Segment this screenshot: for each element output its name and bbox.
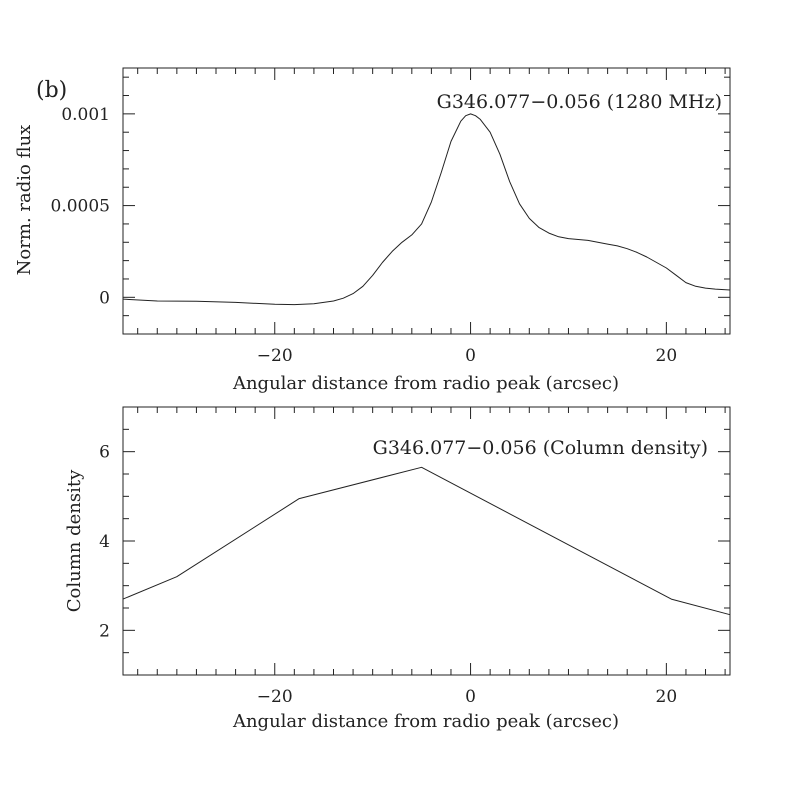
column-density-y-tick-label: 2 bbox=[99, 621, 110, 641]
column-density-y-tick-label: 6 bbox=[99, 443, 110, 463]
column-density-y-tick-labels: 2 4 6 bbox=[99, 443, 110, 642]
flux-y-tick-label: 0 bbox=[99, 288, 110, 308]
column-density-ticks bbox=[123, 406, 730, 676]
flux-ticks bbox=[123, 68, 730, 335]
flux-panel: −20 0 20 0 0.0005 0.001 G346.077−0.056 (… bbox=[14, 67, 731, 394]
column-density-title: G346.077−0.056 (Column density) bbox=[373, 437, 708, 459]
column-density-panel: −20 0 20 2 4 6 G346.077−0.056 (Column de… bbox=[64, 406, 731, 732]
flux-x-axis-label: Angular distance from radio peak (arcsec… bbox=[232, 373, 619, 394]
flux-plot-frame bbox=[122, 67, 731, 335]
panel-label: (b) bbox=[36, 78, 67, 103]
flux-x-tick-labels: −20 0 20 bbox=[257, 346, 677, 366]
flux-title: G346.077−0.056 (1280 MHz) bbox=[437, 91, 722, 113]
column-density-x-tick-label: −20 bbox=[257, 687, 293, 707]
column-density-x-tick-label: 0 bbox=[465, 687, 476, 707]
flux-y-tick-labels: 0 0.0005 0.001 bbox=[51, 105, 110, 308]
column-density-x-tick-label: 20 bbox=[656, 687, 678, 707]
flux-x-tick-label: −20 bbox=[257, 346, 293, 366]
column-density-y-tick-label: 4 bbox=[99, 532, 110, 552]
flux-y-tick-label: 0.0005 bbox=[51, 197, 110, 217]
flux-series-line bbox=[122, 113, 731, 306]
column-density-series-line bbox=[122, 466, 731, 616]
flux-y-tick-label: 0.001 bbox=[61, 105, 110, 125]
flux-x-tick-label: 0 bbox=[465, 346, 476, 366]
column-density-y-axis-label: Column density bbox=[64, 469, 85, 612]
flux-y-axis-label: Norm. radio flux bbox=[14, 125, 35, 276]
column-density-x-axis-label: Angular distance from radio peak (arcsec… bbox=[232, 711, 619, 732]
flux-x-tick-label: 20 bbox=[656, 346, 678, 366]
column-density-x-tick-labels: −20 0 20 bbox=[257, 687, 677, 707]
